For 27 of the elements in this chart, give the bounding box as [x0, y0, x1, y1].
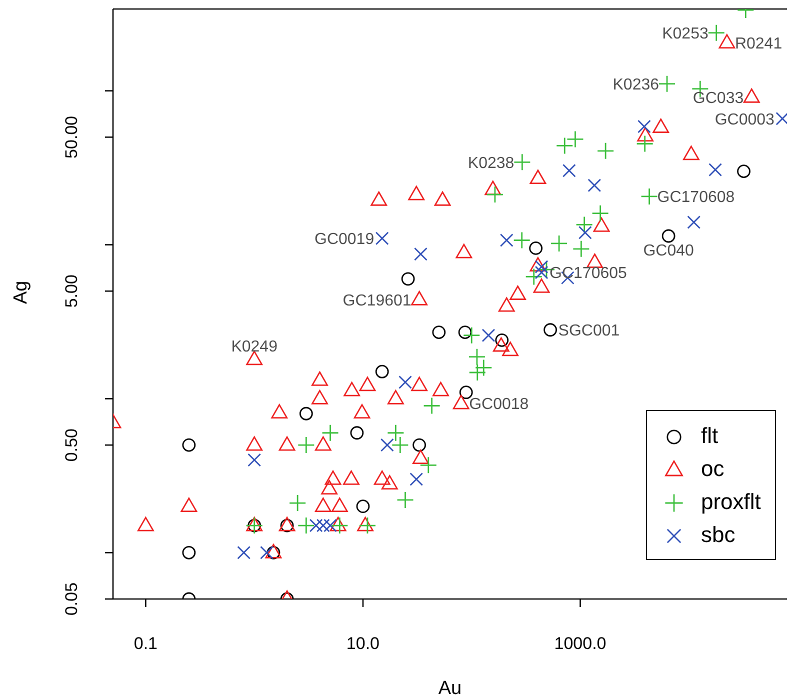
- annotation: GC033: [692, 90, 744, 107]
- legend-label: proxflt: [701, 488, 761, 514]
- x-tick-label: 0.1: [134, 634, 158, 653]
- y-tick-label: 0.50: [62, 428, 81, 462]
- annotation: K0253: [662, 26, 708, 43]
- legend-label: oc: [701, 456, 724, 482]
- legend-label: sbc: [701, 522, 736, 548]
- x-tick-label: 1000.0: [554, 634, 606, 653]
- annotation: K0238: [468, 154, 514, 172]
- x-axis-title: Au: [438, 678, 462, 698]
- y-tick-label: 0.05: [62, 582, 81, 616]
- annotation: GC0018: [469, 396, 529, 414]
- annotation: SGC001: [558, 322, 620, 340]
- legend-label: flt: [701, 422, 718, 448]
- annotation: GC0003: [714, 111, 775, 128]
- annotation: GC170608: [657, 189, 735, 206]
- annotation: K0249: [231, 338, 278, 356]
- annotation: R0241: [734, 36, 782, 53]
- y-tick-label: 5.00: [62, 274, 81, 308]
- y-tick-label: 50.00: [62, 116, 81, 158]
- annotation: GC170605: [550, 265, 628, 282]
- y-axis-title: Ag: [10, 280, 32, 304]
- annotation: K0236: [612, 76, 660, 94]
- annotation: GC19601: [342, 292, 412, 310]
- annotation: GC040: [643, 242, 694, 260]
- annotation: GC0019: [314, 231, 374, 248]
- x-tick-label: 10.0: [346, 634, 380, 653]
